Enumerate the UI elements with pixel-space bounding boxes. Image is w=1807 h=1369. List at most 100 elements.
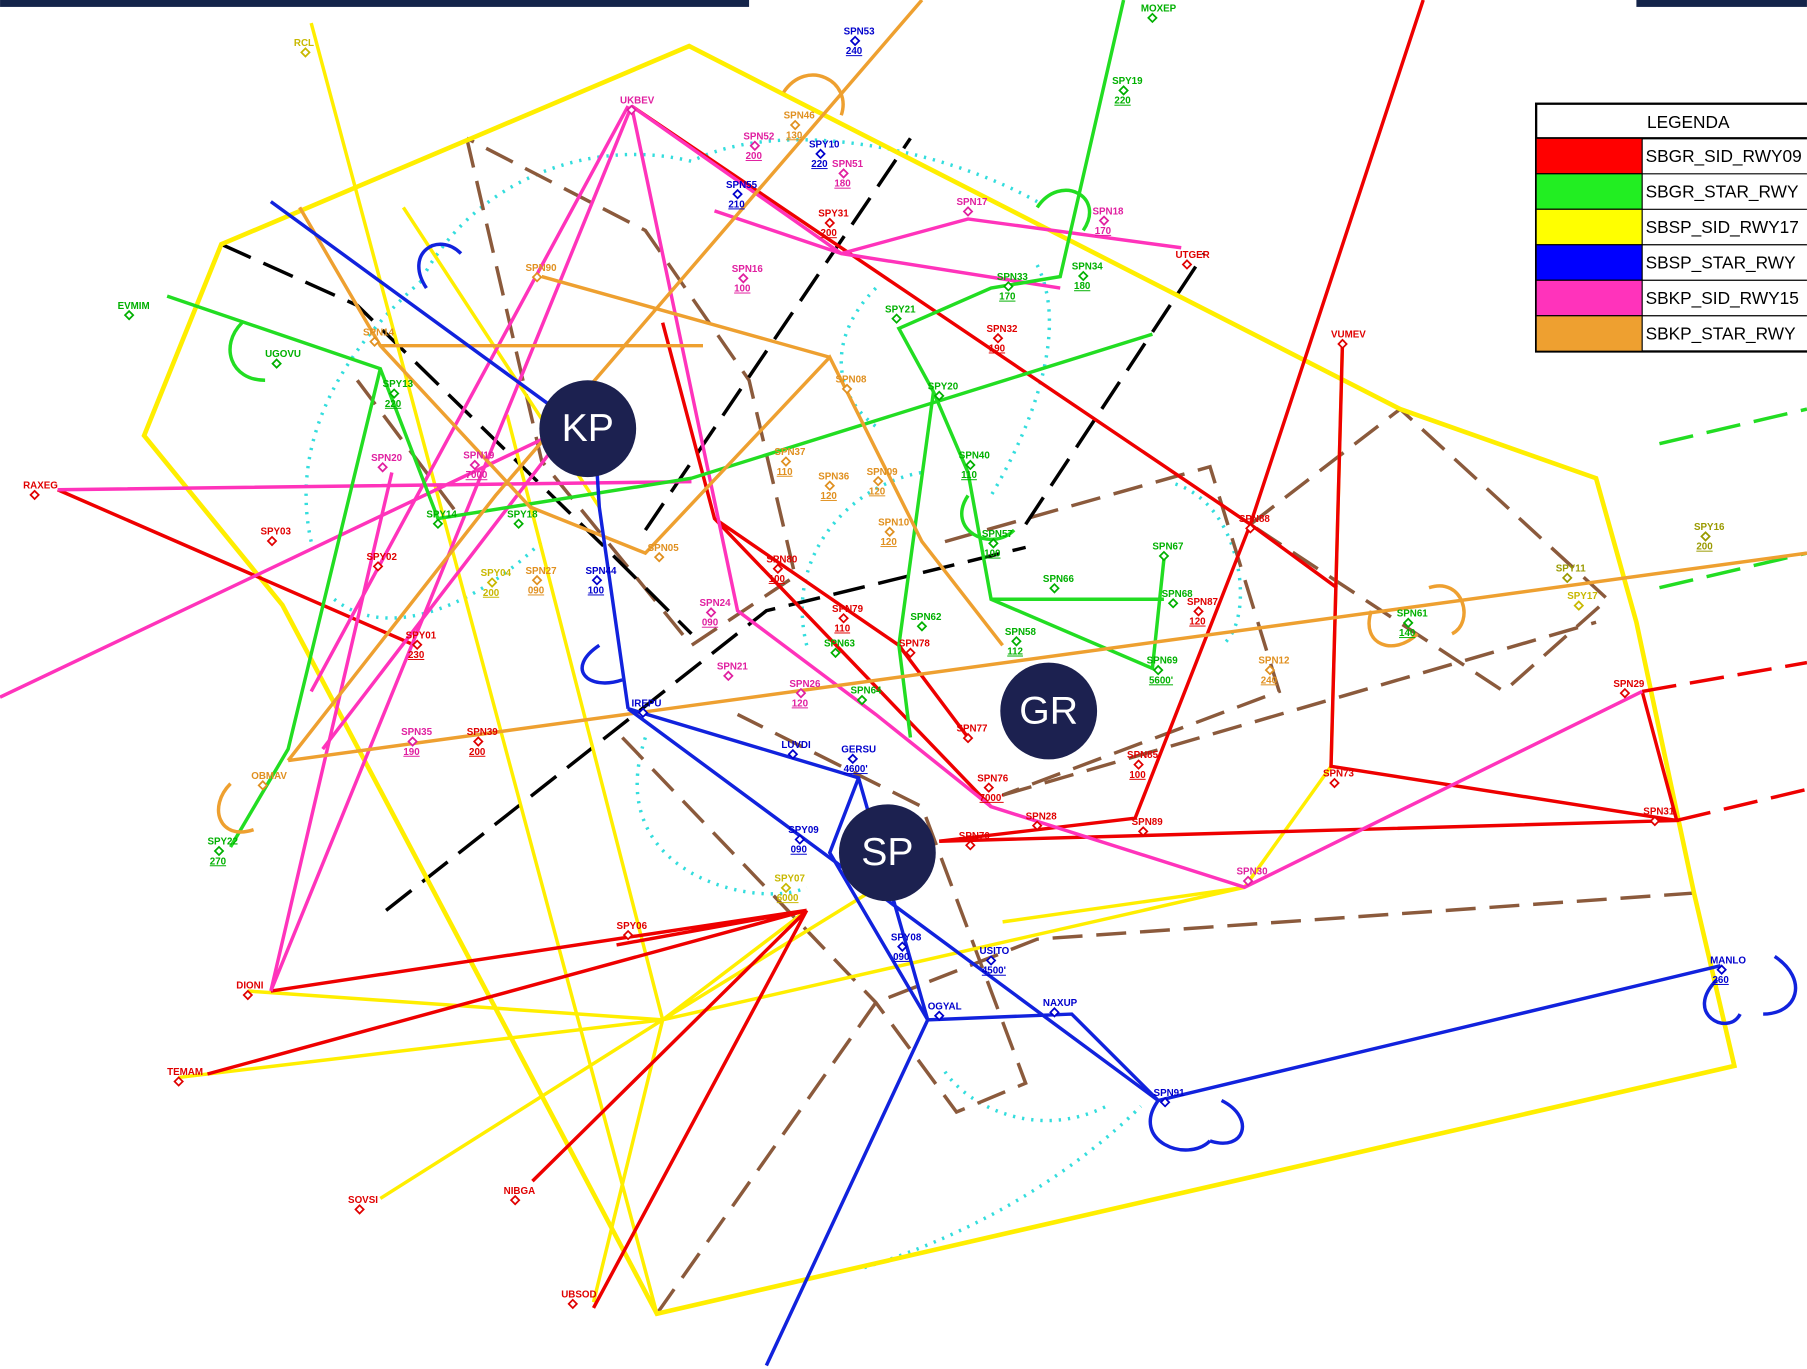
waypoint: SPN46 130 bbox=[784, 111, 816, 142]
waypoint-marker bbox=[486, 577, 498, 588]
waypoint-name: SPN26 bbox=[789, 679, 821, 690]
waypoint-marker bbox=[847, 753, 859, 765]
waypoint-name: SPN19 bbox=[463, 451, 495, 462]
waypoint-altitude: 120 bbox=[869, 486, 886, 497]
waypoint-marker bbox=[838, 168, 849, 179]
waypoint-name: SPN28 bbox=[1026, 811, 1058, 822]
waypoint: SPY09 090 bbox=[788, 825, 819, 856]
waypoint-marker bbox=[271, 358, 282, 369]
waypoint-name: SPN78 bbox=[899, 638, 931, 649]
waypoint: OGYAL bbox=[928, 1001, 962, 1022]
waypoint-altitude: 220 bbox=[811, 159, 828, 170]
waypoint-marker bbox=[377, 461, 388, 473]
waypoint: SPN63 bbox=[824, 638, 856, 659]
waypoint-name: SPN08 bbox=[836, 375, 868, 386]
waypoint-marker bbox=[992, 332, 1004, 344]
waypoint-marker bbox=[1049, 582, 1060, 594]
waypoint: SPN19 7000 bbox=[463, 451, 495, 482]
waypoint-altitude: 210 bbox=[728, 199, 745, 210]
waypoint: SPY06 bbox=[617, 921, 648, 941]
waypoint: SPY21 bbox=[885, 304, 916, 324]
waypoint-marker bbox=[962, 732, 974, 744]
waypoint-marker bbox=[856, 694, 868, 706]
waypoint-marker bbox=[824, 480, 836, 492]
waypoint: SPN18 170 bbox=[1092, 206, 1124, 237]
waypoint: SPN57 100 bbox=[982, 529, 1014, 560]
waypoint: SPY08 090 bbox=[891, 932, 922, 963]
waypoint-marker bbox=[830, 647, 841, 659]
waypoint-name: SPN09 bbox=[867, 467, 899, 478]
black-lines bbox=[220, 137, 1206, 912]
waypoint-name: SPN53 bbox=[844, 27, 876, 38]
waypoint-name: SPN29 bbox=[1613, 679, 1645, 690]
waypoint-name: VUMEV bbox=[1331, 330, 1366, 341]
waypoint-marker bbox=[1619, 687, 1631, 699]
airport-circle bbox=[1000, 662, 1098, 760]
waypoint: SPN44 100 bbox=[585, 566, 617, 597]
waypoint: MOXEP bbox=[1141, 4, 1177, 24]
waypoint: UGOVU bbox=[265, 349, 301, 369]
waypoint: SPN08 bbox=[836, 375, 868, 395]
waypoint-name: SPY04 bbox=[481, 568, 512, 579]
waypoint-name: SPY17 bbox=[1567, 591, 1598, 602]
legend-label: SBSP_STAR_RWY bbox=[1646, 253, 1796, 273]
waypoint-marker bbox=[622, 929, 634, 941]
waypoint-marker bbox=[965, 459, 976, 471]
waypoint: SPN53 240 bbox=[844, 27, 876, 58]
waypoint: LUVDI bbox=[781, 740, 811, 760]
waypoint-altitude: 260 bbox=[1712, 975, 1729, 986]
waypoint: USITO 4500' bbox=[980, 946, 1010, 977]
waypoint-name: MOXEP bbox=[1141, 4, 1177, 15]
waypoint-marker bbox=[266, 535, 278, 547]
waypoint: SPN32 190 bbox=[986, 324, 1018, 355]
waypoint-name: SPN39 bbox=[467, 727, 499, 738]
waypoint-name: SPN18 bbox=[1092, 206, 1124, 217]
waypoint-altitude: 7000 bbox=[466, 470, 488, 481]
waypoint: RAXEG bbox=[23, 481, 58, 501]
pink-routes bbox=[0, 104, 1643, 992]
waypoint: SPN66 bbox=[1043, 574, 1074, 594]
waypoint-marker bbox=[123, 309, 135, 321]
waypoint: SPN24 090 bbox=[700, 598, 732, 629]
waypoint-marker bbox=[1077, 270, 1089, 282]
waypoint-name: SPY07 bbox=[774, 874, 805, 885]
waypoint: SPN09 120 bbox=[867, 467, 899, 498]
airport-label: GR bbox=[1019, 690, 1078, 733]
waypoint-altitude: 120 bbox=[792, 698, 809, 709]
waypoint-marker bbox=[257, 780, 269, 791]
waypoint-name: SPN77 bbox=[957, 724, 989, 735]
waypoint-name: UBSOD bbox=[561, 1290, 596, 1301]
waypoint-name: SPN40 bbox=[959, 451, 991, 462]
waypoint-name: SPY19 bbox=[1112, 76, 1143, 87]
waypoint-marker bbox=[372, 561, 384, 572]
waypoint: SPY14 bbox=[426, 509, 457, 530]
waypoint-altitude: 6000 bbox=[777, 893, 799, 904]
waypoint-altitude: 200 bbox=[469, 747, 486, 758]
waypoint-altitude: 5600' bbox=[1149, 675, 1173, 686]
waypoint-name: SPN35 bbox=[401, 727, 433, 738]
waypoint-marker bbox=[513, 518, 524, 530]
waypoint: SPN16 100 bbox=[732, 264, 764, 295]
waypoint-marker bbox=[1245, 523, 1256, 534]
waypoint: SPY20 bbox=[928, 381, 959, 402]
waypoint-marker bbox=[1264, 664, 1276, 676]
waypoint-marker bbox=[591, 574, 603, 586]
waypoint-marker bbox=[1137, 826, 1149, 837]
waypoint-marker bbox=[772, 563, 784, 574]
waypoint-name: UKBEV bbox=[620, 96, 655, 107]
waypoint-marker bbox=[531, 574, 543, 586]
waypoint: SPN12 240 bbox=[1258, 656, 1290, 687]
waypoint-marker bbox=[1049, 1007, 1060, 1018]
waypoint-name: SPN21 bbox=[717, 662, 749, 673]
waypoint: SPN05 bbox=[648, 543, 679, 563]
waypoint-altitude: 220 bbox=[1114, 96, 1131, 107]
waypoint: SPN61 140 bbox=[1397, 609, 1429, 640]
waypoint-name: SPN79 bbox=[832, 604, 864, 615]
waypoint-marker bbox=[626, 104, 637, 116]
waypoint-name: SPY22 bbox=[207, 837, 238, 848]
waypoint-marker bbox=[509, 1194, 521, 1206]
waypoint: SPN68 bbox=[1162, 589, 1193, 609]
waypoint: SPN90 bbox=[526, 263, 557, 283]
waypoint-altitude: 090 bbox=[702, 618, 719, 629]
waypoint-name: SPY14 bbox=[426, 509, 457, 520]
